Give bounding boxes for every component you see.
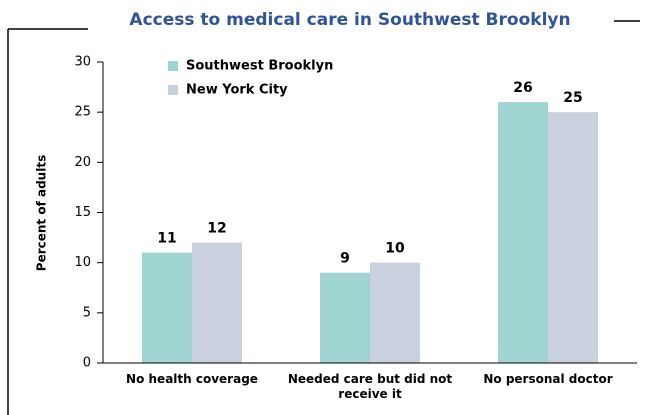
legend-swatch (168, 61, 178, 71)
bar (192, 242, 242, 363)
chart-title: Access to medical care in Southwest Broo… (129, 10, 570, 30)
data-label: 11 (157, 231, 176, 247)
y-tick-label: 25 (74, 105, 91, 120)
bar (320, 272, 370, 363)
data-label: 26 (513, 80, 532, 96)
data-label: 9 (340, 251, 350, 267)
bar (498, 102, 548, 363)
x-tick-label: No health coverage (126, 372, 258, 386)
y-tick-label: 30 (74, 55, 91, 70)
legend-label: New York City (186, 83, 288, 98)
bar (370, 262, 420, 363)
bar (142, 252, 192, 363)
data-label: 12 (207, 221, 226, 237)
data-label: 10 (385, 241, 405, 257)
bar (548, 112, 598, 364)
legend-swatch (168, 85, 178, 95)
y-axis-label: Percent of adults (35, 155, 49, 271)
x-tick-label: No personal doctor (483, 372, 613, 386)
y-tick-label: 5 (83, 305, 91, 320)
x-tick-label: Needed care but did not receive it (287, 372, 453, 401)
legend-label: Southwest Brooklyn (186, 59, 333, 74)
data-label: 25 (563, 90, 582, 106)
y-tick-label: 15 (74, 205, 91, 220)
y-tick-label: 20 (74, 155, 91, 170)
y-tick-label: 10 (74, 255, 91, 270)
y-tick-label: 0 (83, 356, 91, 371)
